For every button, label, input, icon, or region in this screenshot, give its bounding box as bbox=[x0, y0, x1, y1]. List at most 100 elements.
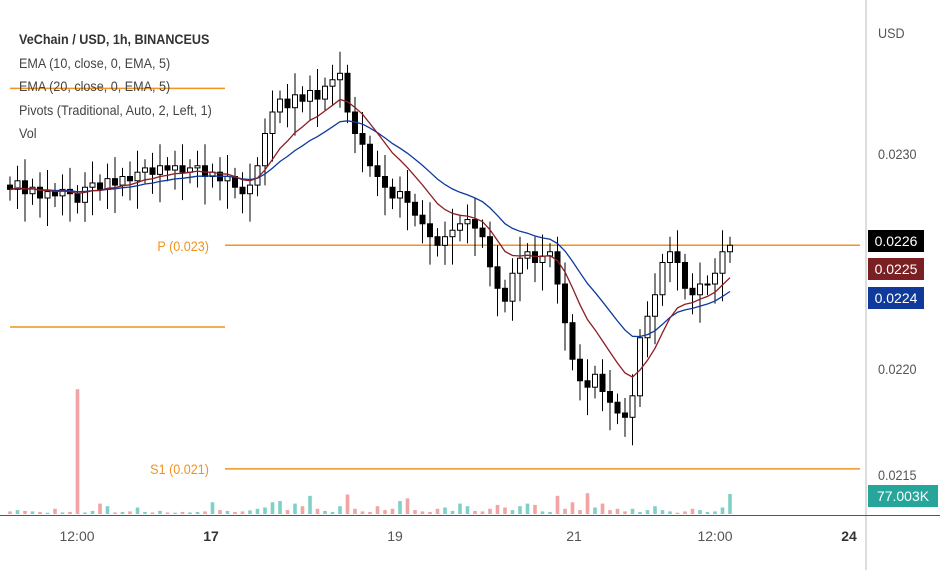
volume-bar bbox=[60, 512, 65, 514]
candle-body bbox=[82, 186, 88, 203]
candle-body bbox=[149, 167, 156, 175]
volume-bar bbox=[653, 506, 657, 514]
candle-body bbox=[284, 98, 291, 109]
volume-bar bbox=[375, 506, 380, 514]
volume-bar bbox=[630, 508, 635, 514]
volume-bar bbox=[413, 510, 417, 514]
candle-body bbox=[7, 184, 13, 190]
volume-bar bbox=[435, 508, 440, 514]
candle-body bbox=[457, 223, 463, 231]
legend-ema20[interactable]: EMA (20, close, 0, EMA, 5) bbox=[19, 78, 171, 94]
candle-body bbox=[427, 223, 433, 238]
volume-bar bbox=[593, 507, 597, 514]
time-tick: 19 bbox=[387, 528, 403, 544]
volume-bar bbox=[465, 506, 470, 514]
volume-bar bbox=[315, 508, 320, 514]
volume-bar bbox=[495, 504, 500, 514]
candle-body bbox=[307, 90, 313, 102]
volume-bar bbox=[218, 510, 222, 514]
candle-body bbox=[442, 236, 448, 246]
volume-bar bbox=[540, 511, 545, 514]
ema20-line bbox=[9, 120, 731, 338]
candle-body bbox=[337, 72, 343, 81]
candle-body bbox=[449, 229, 456, 238]
price-tick: 0.0215 bbox=[878, 467, 917, 483]
candle-body bbox=[592, 373, 598, 388]
candle-body bbox=[59, 188, 66, 197]
volume-bar bbox=[323, 510, 327, 514]
volume-bar bbox=[158, 510, 162, 514]
volume-bar bbox=[608, 510, 612, 514]
volume-bar bbox=[458, 503, 462, 514]
candle-body bbox=[562, 283, 568, 324]
candle-body bbox=[52, 191, 58, 197]
volume-bar bbox=[615, 508, 620, 514]
volume-bar bbox=[480, 511, 485, 514]
volume-bar bbox=[300, 506, 305, 514]
volume-bar bbox=[338, 506, 342, 514]
volume-bar bbox=[225, 510, 230, 514]
candle-body bbox=[689, 287, 696, 296]
candle-body bbox=[247, 184, 253, 195]
volume-bar bbox=[15, 510, 20, 514]
volume-bar bbox=[563, 508, 567, 514]
candle-body bbox=[494, 266, 501, 289]
volume-bar bbox=[120, 511, 125, 514]
volume-bar bbox=[165, 512, 170, 514]
legend-vol[interactable]: Vol bbox=[19, 125, 37, 141]
volume-bar bbox=[173, 512, 177, 514]
candle-body bbox=[374, 165, 381, 177]
candle-body bbox=[157, 165, 163, 175]
volume-bar bbox=[720, 507, 725, 514]
volume-bar bbox=[405, 498, 410, 514]
candle-body bbox=[239, 186, 246, 195]
volume-bar bbox=[488, 508, 492, 514]
volume-bars bbox=[8, 389, 732, 514]
currency-label: USD bbox=[878, 25, 905, 41]
legend-pivots[interactable]: Pivots (Traditional, Auto, 2, Left, 1) bbox=[19, 101, 212, 118]
candle-body bbox=[674, 251, 681, 263]
candle-body bbox=[134, 171, 141, 182]
candle-body bbox=[97, 182, 103, 190]
candle-body bbox=[194, 165, 201, 169]
volume-badge: 77.003K bbox=[868, 485, 938, 507]
chart-legend: VeChain / USD, 1h, BINANCEUS EMA (10, cl… bbox=[19, 28, 212, 146]
volume-bar bbox=[308, 495, 312, 514]
candle-body bbox=[74, 193, 81, 203]
candle-body bbox=[299, 94, 306, 102]
volume-bar bbox=[533, 504, 537, 514]
candle-body bbox=[434, 236, 441, 246]
volume-bar bbox=[240, 511, 245, 514]
candle-body bbox=[479, 227, 486, 238]
volume-bar bbox=[285, 510, 290, 514]
volume-bar bbox=[143, 511, 147, 514]
time-tick: 12:00 bbox=[59, 528, 95, 544]
volume-bar bbox=[390, 508, 395, 514]
volume-bar bbox=[638, 511, 642, 514]
candle-body bbox=[419, 214, 426, 225]
candle-body bbox=[569, 322, 576, 360]
candle-body bbox=[584, 380, 591, 388]
volume-bar bbox=[698, 510, 702, 514]
volume-bar bbox=[368, 511, 372, 514]
volume-bar bbox=[210, 502, 215, 514]
candle-body bbox=[382, 176, 388, 188]
candle-body bbox=[704, 283, 711, 286]
candle-body bbox=[644, 315, 651, 339]
candle-body bbox=[599, 373, 606, 392]
volume-bar bbox=[98, 503, 102, 514]
candle-body bbox=[397, 191, 403, 199]
volume-bar bbox=[255, 508, 260, 514]
candle-body bbox=[614, 401, 621, 414]
volume-bar bbox=[600, 503, 605, 514]
volume-bar bbox=[555, 495, 560, 514]
candle-body bbox=[487, 236, 493, 268]
volume-bar bbox=[293, 503, 297, 514]
candle-body bbox=[712, 272, 718, 285]
volume-bar bbox=[75, 389, 80, 514]
volume-bar bbox=[195, 511, 200, 514]
candle-body bbox=[179, 165, 186, 173]
legend-ema10[interactable]: EMA (10, close, 0, EMA, 5) bbox=[19, 54, 171, 71]
symbol-title[interactable]: VeChain / USD, 1h, BINANCEUS bbox=[19, 31, 210, 47]
